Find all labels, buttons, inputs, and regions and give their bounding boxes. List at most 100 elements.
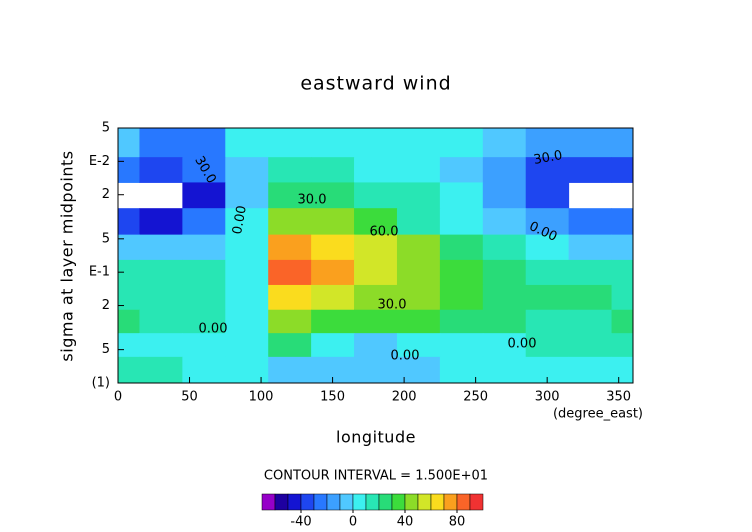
contour-cell (439, 128, 484, 158)
x-tick-label: 0 (114, 390, 122, 405)
contour-label: 60.0 (370, 225, 399, 240)
contour-cell (354, 128, 398, 158)
contour-cell (568, 309, 613, 334)
contour-cell (182, 208, 226, 236)
contour-cell (525, 128, 570, 158)
contour-cell (118, 356, 140, 384)
contour-cell (525, 333, 570, 358)
colorbar-tick-label: 0 (349, 515, 357, 530)
contour-cell (311, 284, 355, 311)
contour-label: 0.00 (230, 204, 250, 235)
contour-cell (354, 208, 398, 236)
contour-cell (118, 259, 140, 286)
contour-cell (611, 284, 634, 311)
y-tick-label: 2 (102, 298, 110, 313)
colorbar-box (378, 493, 393, 511)
contour-cell (439, 333, 484, 358)
contour-cell (118, 284, 140, 311)
contour-cell (268, 182, 312, 209)
y-tick-label: (1) (92, 376, 110, 391)
contour-cell (139, 284, 183, 311)
contour-cell (311, 234, 355, 261)
x-tick-label: 250 (463, 390, 488, 405)
contour-cell (268, 259, 312, 286)
contour-cell (396, 259, 441, 286)
contour-cell (354, 157, 398, 183)
y-tick-label: 5 (102, 342, 110, 357)
contour-cell (225, 182, 269, 209)
contour-cell (525, 157, 570, 183)
contour-cell (525, 182, 570, 209)
contour-cell (118, 208, 140, 236)
contour-cell (568, 284, 613, 311)
contour-cell (439, 182, 484, 209)
contour-cell (439, 234, 484, 261)
contour-cell (354, 259, 398, 286)
contour-interval: CONTOUR INTERVAL = 1.500E+01 (264, 469, 488, 484)
contour-cell (182, 284, 226, 311)
x-axis-label: longitude (336, 428, 416, 447)
y-axis-label: sigma at layer midpoints (58, 150, 77, 361)
chart-title: eastward wind (300, 73, 451, 95)
contour-cell (268, 309, 312, 334)
y-tick-label: 2 (102, 187, 110, 202)
contour-cell (525, 208, 570, 236)
contour-cell (268, 128, 312, 158)
contour-cell (482, 333, 527, 358)
contour-cell (268, 234, 312, 261)
contour-cell (611, 309, 634, 334)
contour-cell (311, 208, 355, 236)
colorbar-box (274, 493, 289, 511)
contour-cell (268, 208, 312, 236)
contour-cell (482, 309, 527, 334)
contour-cell (268, 284, 312, 311)
contour-cell (311, 128, 355, 158)
contour-cell (182, 234, 226, 261)
contour-cell (139, 234, 183, 261)
plot-frame (117, 127, 634, 384)
contour-cell (611, 128, 634, 158)
contour-cell (525, 309, 570, 334)
contour-cell (354, 182, 398, 209)
colorbar-box (352, 493, 367, 511)
y-tick-label: E-1 (89, 265, 110, 280)
contour-cell (611, 208, 634, 236)
contour-cell (182, 182, 226, 209)
contour-label: 0.00 (199, 322, 228, 337)
contour-cell (268, 333, 312, 358)
contour-cell (568, 157, 613, 183)
colorbar-box (404, 493, 419, 511)
y-tick-label: 5 (102, 121, 110, 136)
contour-label: 30.0 (532, 148, 563, 168)
contour-cell (139, 128, 183, 158)
contour-cell (139, 208, 183, 236)
colorbar-box (456, 493, 471, 511)
contour-cell (354, 284, 398, 311)
contour-label: 0.00 (391, 349, 420, 364)
x-tick-label: 100 (249, 390, 274, 405)
contour-cell (611, 157, 634, 183)
contour-cell (439, 259, 484, 286)
contour-cell (568, 259, 613, 286)
x-tick-label: 350 (606, 390, 631, 405)
contour-label: 0.00 (508, 337, 537, 352)
contour-cell (439, 356, 484, 384)
colorbar-box (287, 493, 302, 511)
contour-cell (611, 333, 634, 358)
contour-cell (182, 128, 226, 158)
contour-cell (118, 333, 140, 358)
contour-cell (396, 182, 441, 209)
y-tick-label: 5 (102, 231, 110, 246)
colorbar-box (339, 493, 354, 511)
contour-cell (182, 356, 226, 384)
contour-cell (439, 208, 484, 236)
contour-cell (118, 157, 140, 183)
contour-cell (482, 208, 527, 236)
colorbar-box (391, 493, 406, 511)
contour-cell (311, 333, 355, 358)
contour-cell (482, 284, 527, 311)
contour-cell (568, 128, 613, 158)
x-tick-label: 200 (392, 390, 417, 405)
contour-cell (225, 333, 269, 358)
